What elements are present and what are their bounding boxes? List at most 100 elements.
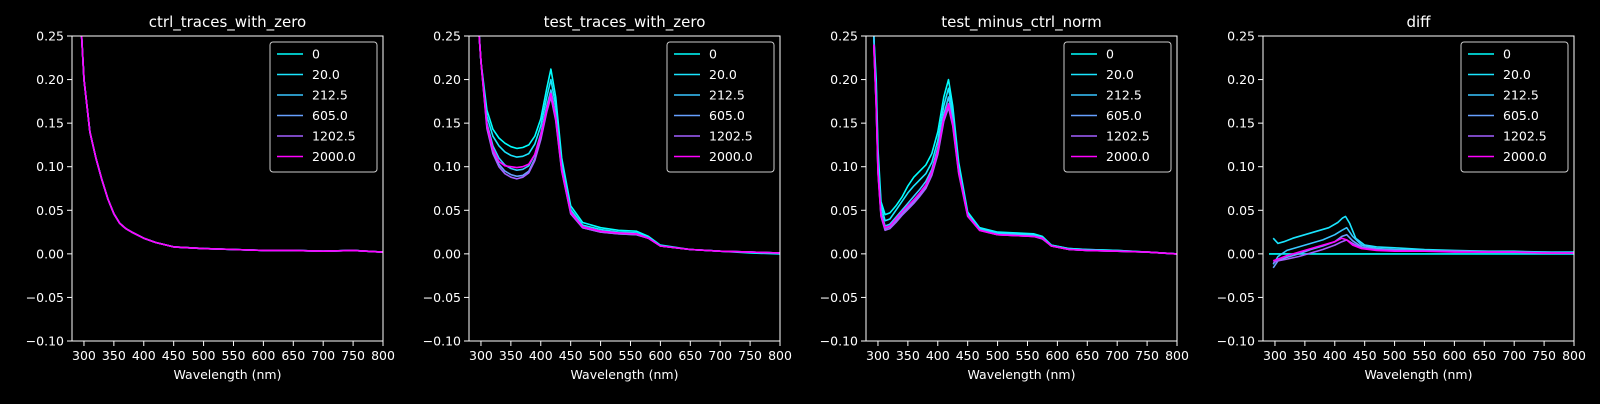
x-tick-label: 500 — [192, 348, 216, 363]
x-tick-label: 550 — [619, 348, 643, 363]
x-tick-label: 550 — [222, 348, 246, 363]
axes-frame — [71, 35, 384, 342]
x-tick-label: 700 — [708, 348, 732, 363]
x-tick-label: 750 — [738, 348, 762, 363]
legend-entry-label: 605.0 — [312, 108, 348, 123]
y-tick-label: −0.05 — [423, 290, 461, 305]
x-axis-label: Wavelength (nm) — [968, 367, 1076, 382]
series-lines — [1269, 215, 1574, 269]
chart-panel-4: diff 300 350 400 450 500 550 600 650 700 750 800 −0.… — [1217, 13, 1586, 382]
y-tick-label: 0.15 — [830, 116, 858, 131]
x-tick-label: 450 — [1353, 348, 1377, 363]
x-tick-label: 800 — [1562, 348, 1586, 363]
y-tick-label: 0.10 — [433, 159, 461, 174]
y-tick-label: 0.00 — [1227, 246, 1255, 261]
x-tick-label: 300 — [72, 348, 96, 363]
y-tick-label: 0.15 — [36, 116, 64, 131]
y-tick-label: 0.00 — [36, 246, 64, 261]
x-tick-label: 400 — [1323, 348, 1347, 363]
legend-entry-label: 212.5 — [1503, 88, 1539, 103]
legend-entry-label: 1202.5 — [1503, 129, 1547, 144]
y-tick-label: 0.10 — [36, 159, 64, 174]
x-tick-label: 750 — [1532, 348, 1556, 363]
x-tick-label: 550 — [1016, 348, 1040, 363]
y-tick-label: 0.25 — [36, 29, 64, 44]
chart-title: test_traces_with_zero — [544, 13, 706, 32]
legend: 0 20.0 212.5 605.0 1202.5 2000.0 — [1460, 41, 1569, 173]
y-tick-label: 0.20 — [36, 72, 64, 87]
legend-entry-label: 212.5 — [1106, 88, 1142, 103]
x-tick-label: 800 — [768, 348, 792, 363]
legend: 0 20.0 212.5 605.0 1202.5 2000.0 — [1063, 41, 1172, 173]
legend-entry-label: 2000.0 — [709, 149, 753, 164]
x-axis-label: Wavelength (nm) — [174, 367, 282, 382]
series-line-2000.0 — [873, 44, 1177, 255]
x-tick-label: 350 — [499, 348, 523, 363]
x-axis-label: Wavelength (nm) — [1365, 367, 1473, 382]
axes-frame — [468, 35, 781, 342]
x-tick-label: 350 — [1293, 348, 1317, 363]
x-axis-label: Wavelength (nm) — [571, 367, 679, 382]
axes-frame — [1262, 35, 1575, 342]
y-tick-label: −0.05 — [1217, 290, 1255, 305]
chart-title: ctrl_traces_with_zero — [149, 13, 306, 32]
chart-panel-2: test_traces_with_zero 300 350 400 450 500 550 6… — [423, 13, 792, 382]
x-tick-label: 400 — [529, 348, 553, 363]
y-tick-label: 0.10 — [830, 159, 858, 174]
y-tick-label: 0.00 — [433, 246, 461, 261]
chart-title: test_minus_ctrl_norm — [941, 13, 1102, 32]
axes-frame — [865, 35, 1178, 342]
legend-entry-label: 605.0 — [1503, 108, 1539, 123]
y-tick-label: 0.20 — [830, 72, 858, 87]
series-lines — [80, 36, 383, 253]
x-tick-label: 300 — [469, 348, 493, 363]
legend-entry-label: 0 — [1106, 47, 1114, 62]
x-tick-label: 600 — [1442, 348, 1466, 363]
x-tick-label: 600 — [251, 348, 275, 363]
legend: 0 20.0 212.5 605.0 1202.5 2000.0 — [269, 41, 378, 173]
legend-entry-label: 20.0 — [709, 67, 737, 82]
x-tick-label: 650 — [1472, 348, 1496, 363]
x-tick-label: 650 — [1075, 348, 1099, 363]
y-tick-label: 0.05 — [433, 203, 461, 218]
chart-panel-1: ctrl_traces_with_zero 300 350 400 450 500 550 6… — [26, 13, 395, 382]
y-tick-label: −0.10 — [423, 334, 461, 349]
x-tick-label: 500 — [986, 348, 1010, 363]
y-tick-label: 0.05 — [1227, 203, 1255, 218]
x-tick-label: 600 — [1045, 348, 1069, 363]
x-tick-label: 750 — [1135, 348, 1159, 363]
x-tick-label: 300 — [1263, 348, 1287, 363]
chart-panel-3: test_minus_ctrl_norm 300 350 400 450 500 550 60… — [820, 13, 1189, 382]
x-tick-label: 650 — [281, 348, 305, 363]
y-tick-label: 0.10 — [1227, 159, 1255, 174]
legend-entry-label: 1202.5 — [709, 129, 753, 144]
y-tick-label: 0.05 — [36, 203, 64, 218]
legend: 0 20.0 212.5 605.0 1202.5 2000.0 — [666, 41, 775, 173]
series-lines — [478, 36, 780, 255]
y-tick-label: −0.10 — [26, 334, 64, 349]
legend-entry-label: 0 — [709, 47, 717, 62]
y-tick-label: −0.05 — [26, 290, 64, 305]
x-tick-label: 700 — [311, 348, 335, 363]
legend-entry-label: 2000.0 — [312, 149, 356, 164]
series-line-20.0 — [873, 36, 1177, 255]
x-tick-label: 750 — [341, 348, 365, 363]
legend-entry-label: 20.0 — [312, 67, 340, 82]
x-tick-label: 300 — [866, 348, 890, 363]
x-tick-label: 450 — [162, 348, 186, 363]
y-tick-label: 0.05 — [830, 203, 858, 218]
y-tick-label: 0.25 — [433, 29, 461, 44]
x-tick-label: 800 — [1165, 348, 1189, 363]
legend-entry-label: 1202.5 — [312, 129, 356, 144]
series-line-2000.0 — [1272, 237, 1574, 262]
y-tick-label: 0.20 — [433, 72, 461, 87]
x-tick-label: 450 — [559, 348, 583, 363]
series-line-2000.0 — [478, 36, 780, 254]
y-tick-label: 0.15 — [433, 116, 461, 131]
y-tick-label: 0.00 — [830, 246, 858, 261]
legend-entry-label: 212.5 — [312, 88, 348, 103]
legend-entry-label: 2000.0 — [1106, 149, 1150, 164]
legend-entry-label: 0 — [312, 47, 320, 62]
x-tick-label: 700 — [1105, 348, 1129, 363]
